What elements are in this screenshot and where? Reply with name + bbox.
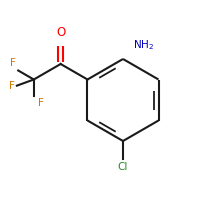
Text: F: F (38, 98, 44, 108)
Text: O: O (56, 26, 65, 39)
Text: NH$_2$: NH$_2$ (133, 38, 154, 52)
Text: Cl: Cl (118, 162, 128, 172)
Text: F: F (10, 58, 16, 68)
Text: F: F (9, 81, 15, 91)
